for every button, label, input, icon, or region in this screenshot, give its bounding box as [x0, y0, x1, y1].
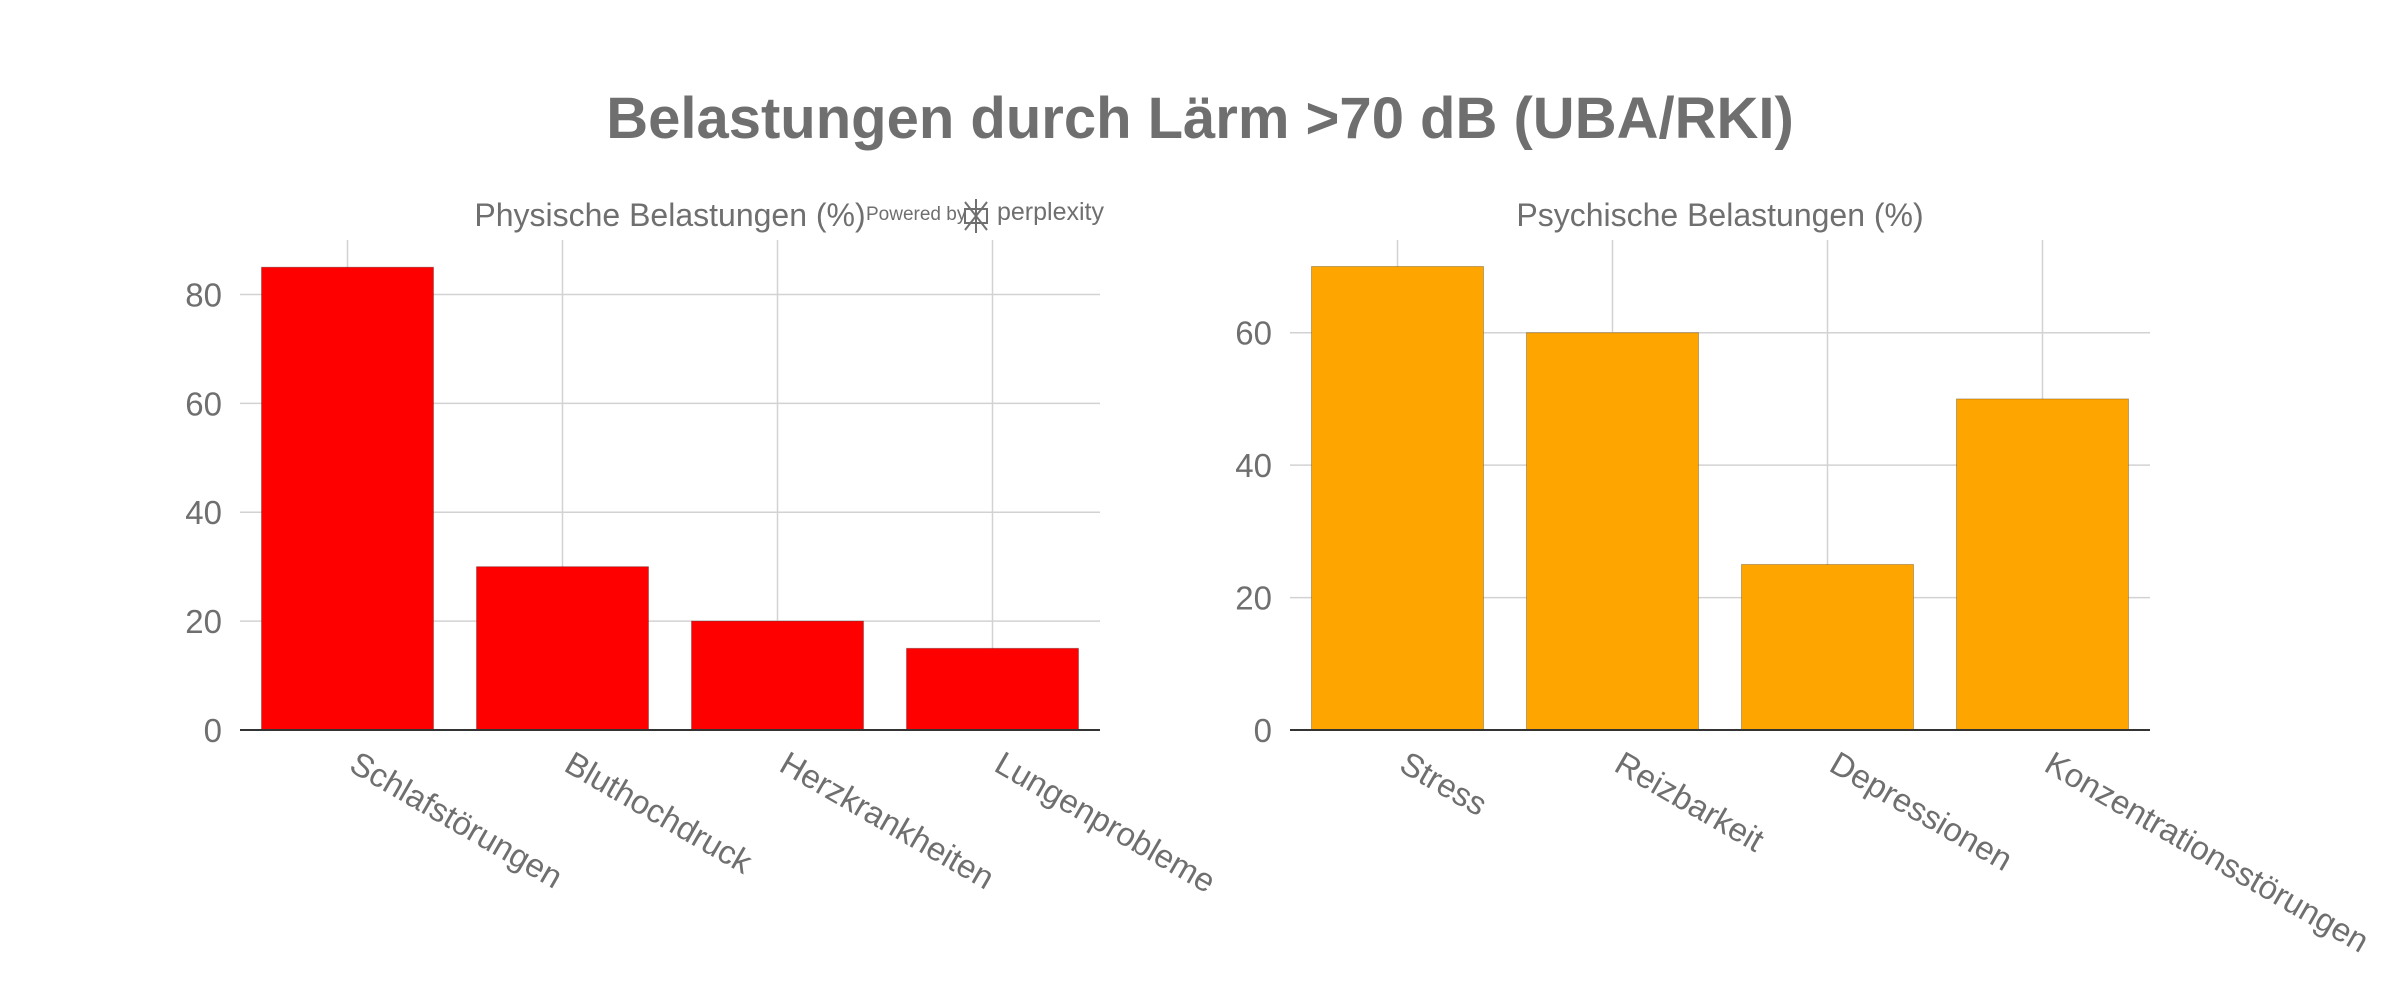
x-tick-label: Herzkrankheiten	[774, 744, 1001, 896]
bar-lungenprobleme	[906, 647, 1079, 731]
y-tick-label: 40	[185, 494, 222, 531]
x-tick-label: Schlafstörungen	[344, 744, 569, 895]
subplot-title: Psychische Belastungen (%)	[1516, 197, 1923, 233]
y-tick-label: 80	[185, 276, 222, 313]
watermark-brand: perplexity	[997, 198, 1104, 226]
bar-schlafstoerungen	[261, 266, 434, 731]
y-tick-label: 20	[185, 603, 222, 640]
watermark: Powered by perplexity	[866, 198, 1104, 233]
chart-title: Belastungen durch Lärm >70 dB (UBA/RKI)	[606, 86, 1794, 151]
x-tick-label: Reizbarkeit	[1609, 744, 1770, 859]
bar-konzentrationsstoerungen	[1956, 398, 2129, 731]
watermark-prefix: Powered by	[866, 204, 967, 225]
bar-stress	[1311, 265, 1484, 731]
x-tick-label: Bluthochdruck	[559, 744, 759, 881]
x-tick-label: Konzentrationsstörungen	[2039, 744, 2375, 960]
bar-bluthochdruck	[476, 566, 649, 731]
y-tick-label: 20	[1235, 580, 1272, 617]
x-tick-label: Lungenprobleme	[989, 744, 1222, 900]
y-tick-label: 40	[1235, 447, 1272, 484]
x-tick-label: Depressionen	[1824, 744, 2019, 878]
chart-physische-belastungen: Physische Belastungen (%) 0 20 40 60 80 Schlaf…	[185, 197, 1222, 900]
bar-reizbarkeit	[1526, 332, 1699, 731]
perplexity-logo-icon	[964, 199, 988, 233]
y-tick-label: 60	[185, 385, 222, 422]
chart-psychische-belastungen: Psychische Belastungen (%) 0 20 40 60 Stress R…	[1235, 197, 2375, 960]
y-tick-label: 0	[1254, 712, 1272, 749]
y-tick-label: 0	[204, 712, 222, 749]
subplot-title: Physische Belastungen (%)	[474, 197, 865, 233]
x-tick-label: Stress	[1394, 744, 1494, 823]
bar-depressionen	[1741, 563, 1914, 731]
y-tick-label: 60	[1235, 315, 1272, 352]
bar-herzkrankheiten	[691, 620, 864, 731]
